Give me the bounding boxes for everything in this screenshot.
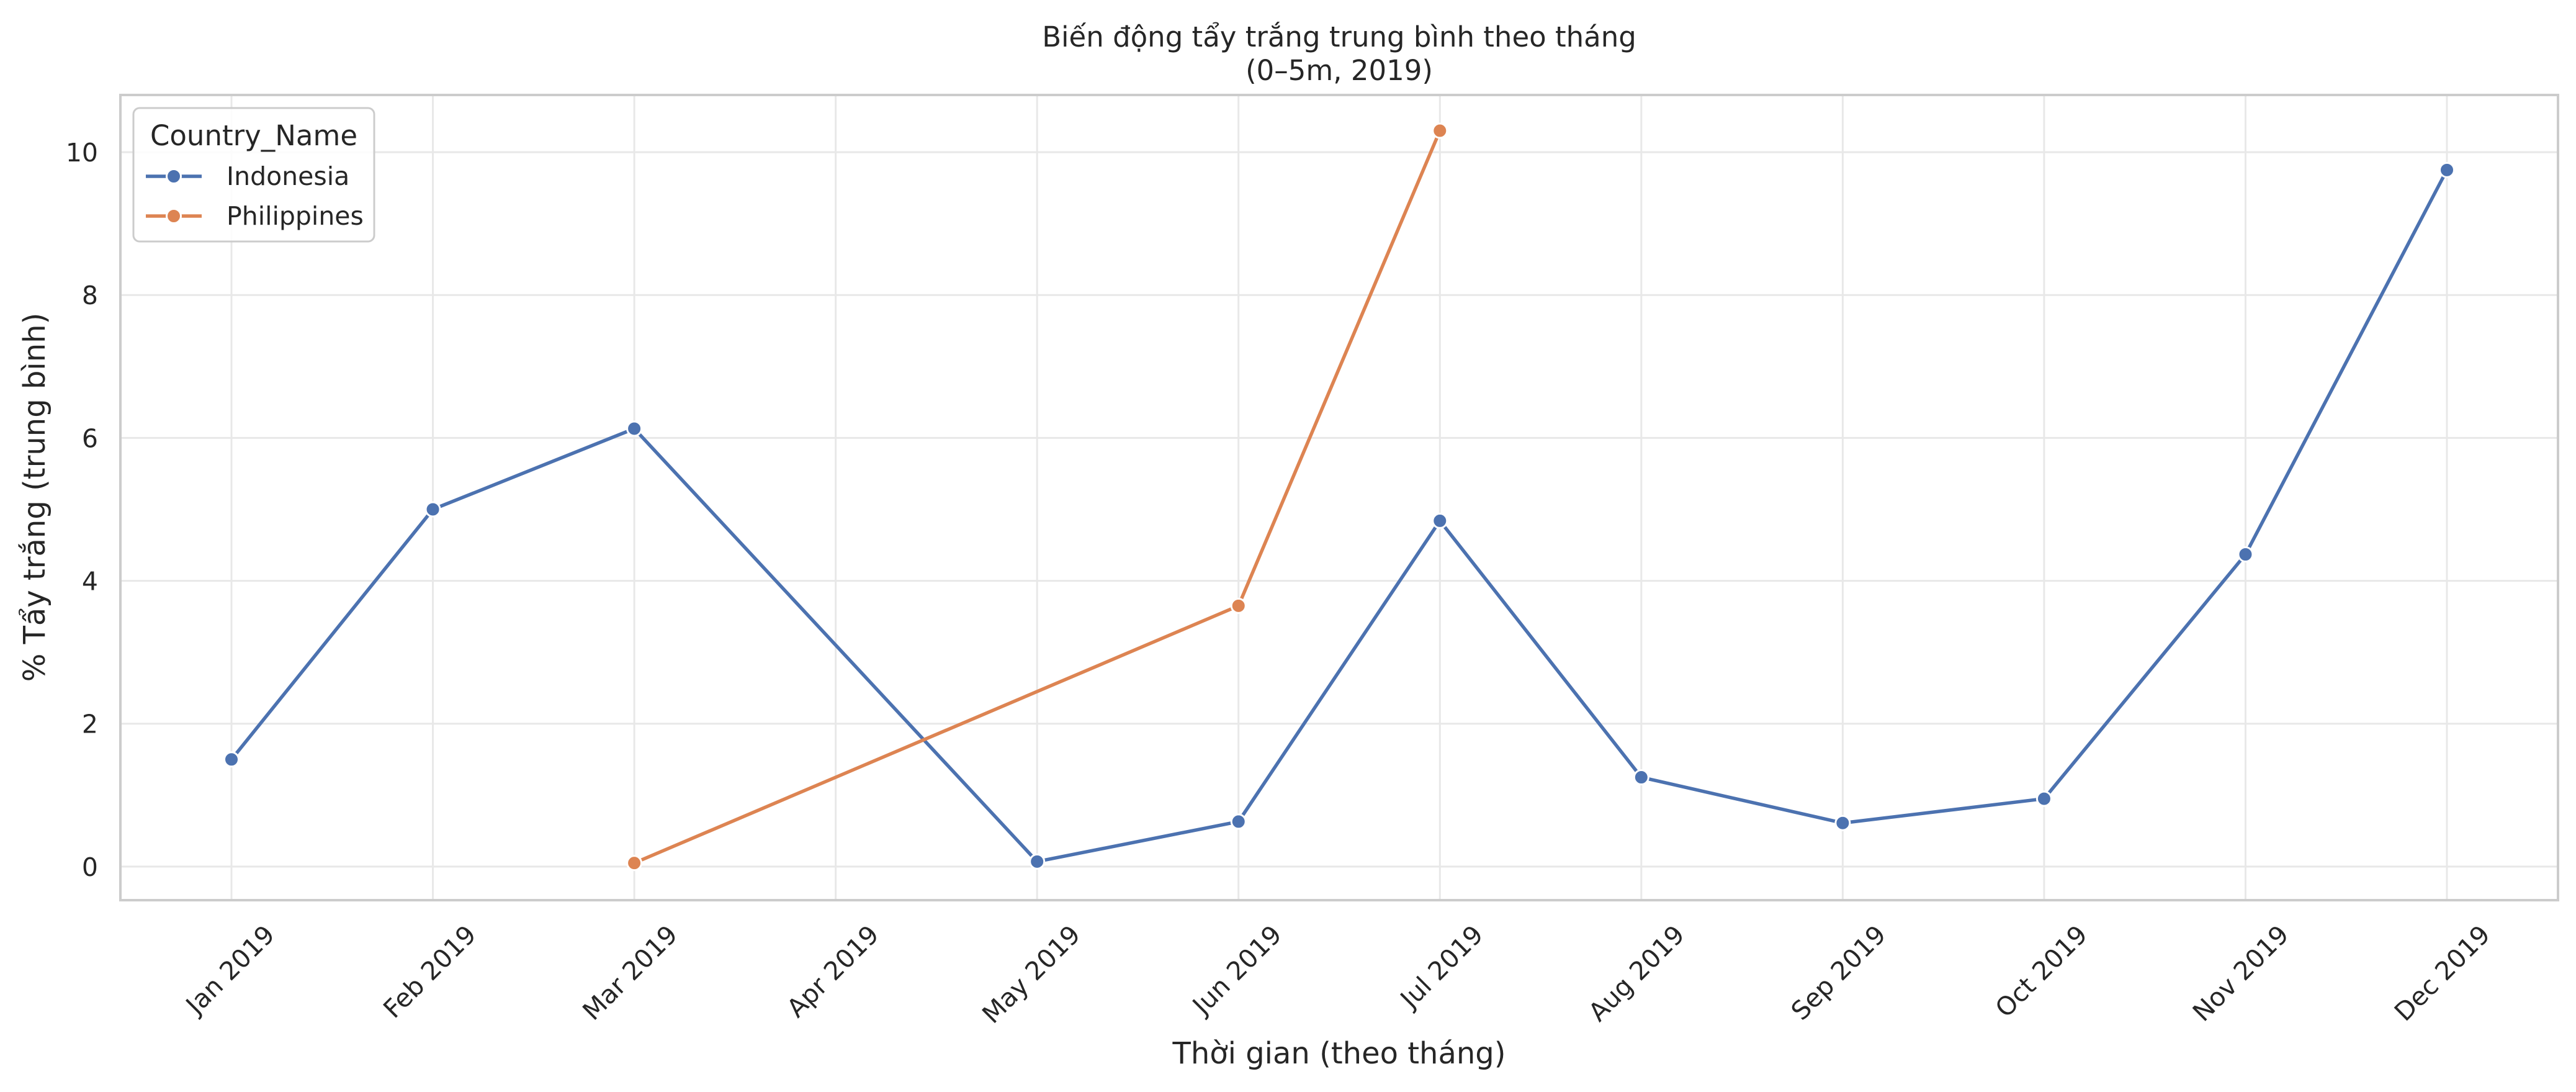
data-point-philippines bbox=[1432, 122, 1448, 139]
legend-marker-philippines bbox=[166, 208, 182, 224]
chart-title-line-1: Biến động tẩy trắng trung bình theo thán… bbox=[1042, 20, 1636, 53]
data-point-indonesia bbox=[1432, 512, 1448, 529]
grid-lines bbox=[120, 95, 2558, 900]
data-point-philippines bbox=[1230, 597, 1247, 614]
y-tick-label: 0 bbox=[82, 852, 98, 882]
y-tick-label: 8 bbox=[82, 281, 98, 310]
data-point-indonesia bbox=[424, 501, 441, 518]
data-point-indonesia bbox=[223, 751, 240, 768]
y-tick-label: 2 bbox=[82, 710, 98, 739]
y-axis-label: % Tẩy trắng (trung bình) bbox=[17, 313, 52, 682]
legend: Country_Name Indonesia Philippines bbox=[132, 107, 375, 243]
plot-frame bbox=[119, 94, 2559, 901]
legend-label-philippines: Philippines bbox=[227, 201, 364, 231]
data-point-indonesia bbox=[2237, 546, 2254, 562]
legend-title: Country_Name bbox=[150, 119, 357, 152]
y-tick-label: 6 bbox=[82, 423, 98, 453]
data-point-indonesia bbox=[1633, 769, 1649, 786]
series-group bbox=[223, 122, 2455, 872]
y-tick-label: 10 bbox=[66, 138, 98, 168]
data-point-indonesia bbox=[626, 420, 643, 437]
data-point-philippines bbox=[626, 855, 643, 872]
data-point-indonesia bbox=[2439, 161, 2455, 178]
data-point-indonesia bbox=[1230, 813, 1247, 830]
y-tick-label: 4 bbox=[82, 567, 98, 597]
y-tick-labels: 0 2 4 6 8 10 bbox=[66, 138, 98, 882]
chart-title-line-2: (0–5m, 2019) bbox=[1245, 54, 1433, 87]
legend-entries: Indonesia Philippines bbox=[146, 161, 364, 231]
legend-label-indonesia: Indonesia bbox=[227, 161, 349, 191]
legend-box bbox=[132, 107, 375, 243]
legend-marker-indonesia bbox=[166, 168, 182, 184]
x-axis-label: Thời gian (theo tháng) bbox=[1172, 1036, 1506, 1071]
data-point-indonesia bbox=[2035, 790, 2052, 807]
data-point-indonesia bbox=[1834, 814, 1851, 831]
data-point-indonesia bbox=[1029, 853, 1046, 870]
